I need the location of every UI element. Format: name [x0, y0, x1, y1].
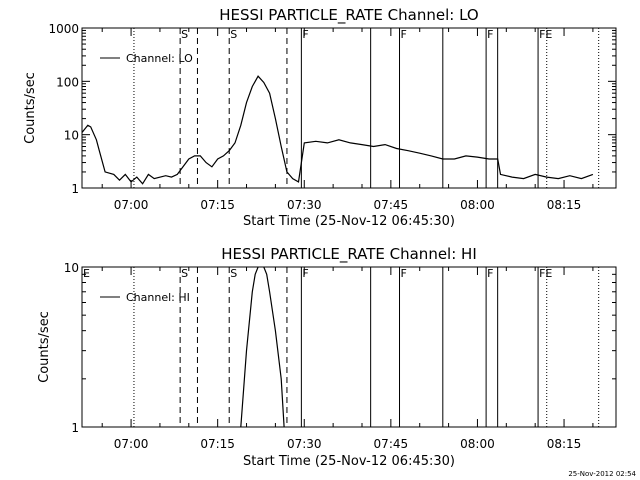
footer-timestamp: 25-Nov-2012 02:54 — [568, 470, 636, 478]
y-tick-label: 1000 — [48, 22, 79, 36]
event-marker-label: F — [487, 267, 493, 280]
x-tick-label: 08:00 — [460, 437, 495, 451]
x-tick-label: 08:15 — [547, 437, 582, 451]
event-marker-label: E — [83, 267, 90, 280]
y-tick-label: 1 — [71, 421, 79, 435]
event-marker-label: F — [487, 28, 493, 41]
x-tick-label: 07:30 — [287, 198, 322, 212]
event-marker-label: F — [302, 28, 308, 41]
legend-label: Channel: HI — [126, 291, 190, 304]
x-tick-label: 07:45 — [374, 437, 409, 451]
event-marker-label: F — [401, 28, 407, 41]
event-marker-label: S — [181, 267, 188, 280]
event-marker-label: S — [181, 28, 188, 41]
event-marker-label: FE — [539, 28, 552, 41]
x-axis-label: Start Time (25-Nov-12 06:45:30) — [243, 454, 455, 469]
y-axis-label: Counts/sec — [37, 311, 52, 383]
x-tick-label: 08:15 — [547, 198, 582, 212]
plot-frame — [81, 266, 617, 428]
y-tick-label: 10 — [64, 261, 79, 275]
legend-label: Channel: LO — [126, 52, 193, 65]
plot-frame — [81, 27, 617, 189]
x-tick-label: 07:15 — [200, 437, 235, 451]
series-line — [240, 267, 285, 427]
chart-title: HESSI PARTICLE_RATE Channel: LO — [219, 6, 478, 25]
event-marker-label: FE — [539, 267, 552, 280]
event-marker-label: F — [302, 267, 308, 280]
y-axis-label: Counts/sec — [23, 72, 38, 144]
y-tick-label: 1 — [71, 182, 79, 196]
x-tick-label: 07:30 — [287, 437, 322, 451]
x-tick-label: 08:00 — [460, 198, 495, 212]
y-tick-label: 10 — [64, 129, 79, 143]
event-marker-label: S — [230, 267, 237, 280]
event-marker-label: S — [230, 28, 237, 41]
series-line — [82, 75, 594, 185]
x-tick-label: 07:00 — [114, 437, 149, 451]
x-tick-label: 07:00 — [114, 198, 149, 212]
x-axis-label: Start Time (25-Nov-12 06:45:30) — [243, 214, 455, 229]
x-tick-label: 07:45 — [374, 198, 409, 212]
event-marker-label: F — [401, 267, 407, 280]
y-tick-label: 100 — [56, 75, 79, 89]
chart-title: HESSI PARTICLE_RATE Channel: HI — [221, 245, 477, 264]
x-tick-label: 07:15 — [200, 198, 235, 212]
